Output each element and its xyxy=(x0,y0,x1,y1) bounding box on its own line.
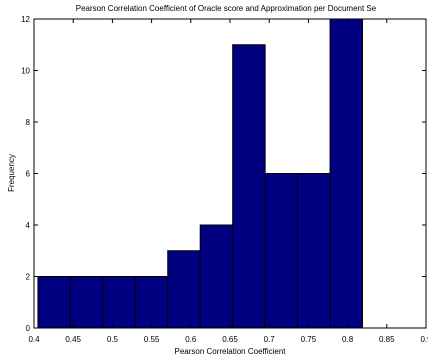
y-tick-label: 8 xyxy=(26,118,31,127)
x-tick-label: 0.7 xyxy=(264,335,276,344)
histogram-bar xyxy=(102,276,136,329)
histogram-bar xyxy=(134,276,169,329)
y-tick-label: 6 xyxy=(26,170,31,179)
y-tick-label: 10 xyxy=(21,67,30,76)
histogram-bar xyxy=(232,44,266,329)
histogram-bar xyxy=(264,173,299,329)
histogram-bar xyxy=(167,250,201,329)
y-axis-label: Frequency xyxy=(7,154,16,192)
x-tick-label: 0.75 xyxy=(301,335,317,344)
x-tick-label: 0.5 xyxy=(107,335,119,344)
x-tick-label: 0.65 xyxy=(222,335,238,344)
chart-title: Pearson Correlation Coefficient of Oracl… xyxy=(76,4,377,13)
histogram-bar xyxy=(69,276,104,329)
bars-group xyxy=(37,18,363,329)
histogram-bar xyxy=(297,173,331,329)
x-tick-label: 0.45 xyxy=(65,335,81,344)
y-axis-ticks: 0 2 4 6 8 10 12 xyxy=(21,15,426,333)
histogram-bar xyxy=(37,276,71,329)
x-tick-label: 0.85 xyxy=(379,335,395,344)
x-axis-label: Pearson Correlation Coefficient xyxy=(174,347,286,356)
x-tick-label: 0.4 xyxy=(28,335,40,344)
y-tick-label: 0 xyxy=(26,324,31,333)
x-tick-label: 0.9 xyxy=(420,335,428,344)
x-axis-ticks: 0.4 0.45 0.5 0.55 0.6 0.65 0.7 0.75 0.8 0.85 0.9 xyxy=(28,19,428,344)
y-tick-label: 4 xyxy=(26,221,31,230)
y-tick-label: 2 xyxy=(26,273,31,282)
x-tick-label: 0.55 xyxy=(144,335,160,344)
y-tick-label: 12 xyxy=(21,15,30,24)
histogram-bar xyxy=(329,18,363,329)
x-tick-label: 0.8 xyxy=(342,335,354,344)
x-tick-label: 0.6 xyxy=(185,335,197,344)
histogram-bar xyxy=(199,224,234,329)
